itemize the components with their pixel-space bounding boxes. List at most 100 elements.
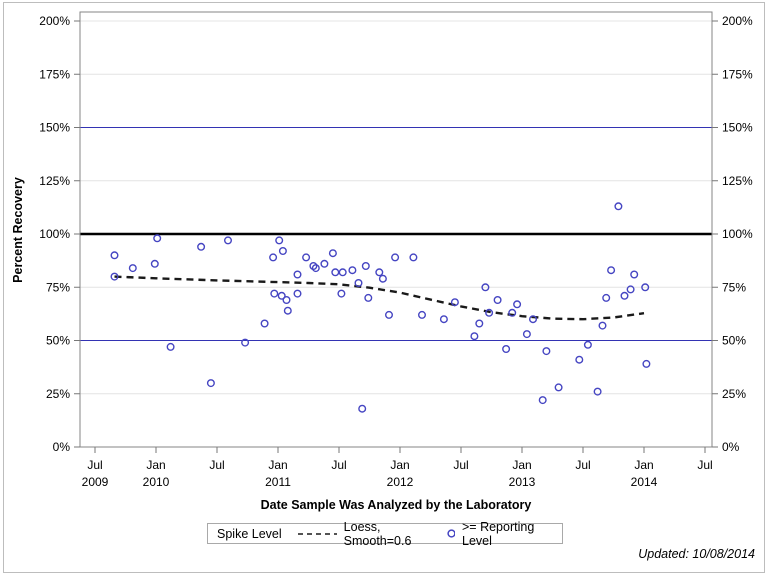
data-point — [320, 259, 329, 268]
data-point — [641, 283, 650, 292]
x-tick-label-2014: Jan — [634, 458, 653, 472]
open-circle-marker-swatch-circle — [447, 529, 455, 538]
data-point — [481, 283, 490, 292]
x-tick-label-2010: Jan — [146, 458, 165, 472]
data-point — [529, 315, 538, 324]
data-point — [508, 308, 517, 317]
y-tick-label-left-200: 200% — [39, 14, 70, 28]
y-tick-label-left-150: 150% — [39, 121, 70, 135]
data-point — [385, 310, 394, 319]
data-point — [269, 253, 278, 262]
data-point — [110, 272, 119, 281]
y-tick-label-right-0: 0% — [722, 440, 740, 454]
y-tick-label-left-125: 125% — [39, 174, 70, 188]
data-point — [283, 306, 292, 315]
x-tick-label-2013: Jan — [512, 458, 531, 472]
data-point — [409, 253, 418, 262]
x-tick-label-2009.5: Jul — [87, 458, 102, 472]
x-tick-label-2014.5: Jul — [697, 458, 712, 472]
data-point — [450, 298, 459, 307]
y-tick-label-right-50: 50% — [722, 334, 746, 348]
y-tick-label-left-50: 50% — [46, 334, 70, 348]
x-tick-year-2009.5: 2009 — [82, 475, 109, 489]
data-point — [348, 266, 357, 275]
x-tick-year-2013: 2013 — [509, 475, 536, 489]
data-point — [282, 296, 291, 305]
y-tick-label-left-0: 0% — [53, 440, 71, 454]
data-point — [575, 355, 584, 364]
data-point — [626, 285, 635, 294]
legend-item-reporting-level: >= Reporting Level — [446, 520, 549, 548]
data-point — [642, 359, 651, 368]
open-circle-marker-swatch — [447, 529, 455, 538]
data-point — [302, 253, 311, 262]
data-point — [554, 383, 563, 392]
legend-item-loess: Loess, Smooth=0.6 — [297, 520, 433, 548]
data-point — [293, 270, 302, 279]
data-point — [630, 270, 639, 279]
data-point — [607, 266, 616, 275]
data-point — [364, 293, 373, 302]
y-tick-label-right-200: 200% — [722, 14, 753, 28]
data-point — [311, 264, 320, 273]
data-point — [475, 319, 484, 328]
x-tick-label-2010.5: Jul — [209, 458, 224, 472]
data-point — [277, 291, 286, 300]
data-point — [620, 291, 629, 300]
data-point — [337, 289, 346, 298]
data-point — [502, 345, 511, 354]
y-tick-label-right-100: 100% — [722, 227, 753, 241]
x-tick-label-2012: Jan — [390, 458, 409, 472]
x-tick-year-2014: 2014 — [631, 475, 658, 489]
data-point — [110, 251, 119, 260]
x-tick-label-2011.5: Jul — [331, 458, 346, 472]
loess-curve — [114, 275, 645, 321]
legend-item-loess-label: Loess, Smooth=0.6 — [343, 519, 412, 548]
data-point — [542, 347, 551, 356]
x-axis-title: Date Sample Was Analyzed by the Laborato… — [261, 498, 532, 512]
data-point — [361, 262, 370, 271]
data-point — [293, 289, 302, 298]
updated-date-note: Updated: 10/08/2014 — [638, 547, 755, 561]
x-tick-year-2012: 2012 — [387, 475, 414, 489]
percent-recovery-scatter-plot: 0% 0% 25% 25% 50% 50% 75% 75% 100% 100% 125% 125% 15… — [11, 11, 753, 512]
data-point — [309, 262, 318, 271]
data-point — [128, 264, 137, 273]
data-point — [358, 404, 367, 413]
y-tick-label-right-75: 75% — [722, 280, 746, 294]
data-point — [166, 342, 175, 351]
data-point — [241, 338, 250, 347]
x-tick-label-2012.5: Jul — [453, 458, 468, 472]
data-point — [278, 246, 287, 255]
data-point — [513, 300, 522, 309]
data-point — [150, 259, 159, 268]
data-point — [223, 236, 232, 245]
data-point — [485, 308, 494, 317]
x-tick-year-2011: 2011 — [265, 475, 291, 489]
y-tick-label-right-25: 25% — [722, 387, 746, 401]
dashed-line-swatch — [298, 532, 337, 535]
data-point — [328, 249, 337, 258]
legend-item-reporting-level-label: >= Reporting Level — [462, 519, 535, 548]
y-tick-label-right-125: 125% — [722, 174, 753, 188]
data-point — [275, 236, 284, 245]
data-point — [602, 293, 611, 302]
data-point — [197, 242, 206, 251]
y-tick-label-left-75: 75% — [46, 280, 70, 294]
data-point — [331, 268, 340, 277]
legend: Spike Level Loess, Smooth=0.6 >= Reporti… — [207, 520, 563, 548]
data-point — [470, 332, 479, 341]
data-point — [338, 268, 347, 277]
data-point — [598, 321, 607, 330]
data-point — [418, 310, 427, 319]
data-point — [375, 268, 384, 277]
y-axis-title: Percent Recovery — [11, 177, 25, 283]
data-point — [439, 315, 448, 324]
data-point — [378, 274, 387, 283]
data-point — [391, 253, 400, 262]
legend-title: Spike Level — [217, 526, 282, 541]
data-point — [493, 296, 502, 305]
data-point — [538, 396, 547, 405]
y-tick-label-left-175: 175% — [39, 67, 70, 81]
